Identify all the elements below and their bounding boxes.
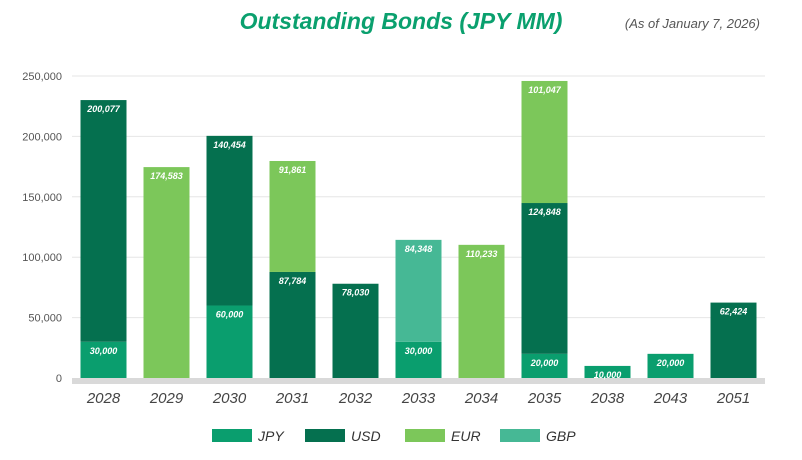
bar-usd-2032 [332, 283, 379, 378]
data-label: 87,784 [279, 276, 307, 286]
x-tick-label: 2030 [212, 390, 247, 407]
x-tick-label: 2051 [716, 390, 750, 407]
data-label: 60,000 [216, 310, 244, 320]
x-tick-label: 2029 [149, 390, 184, 407]
legend-swatch [305, 429, 345, 442]
legend-label: USD [351, 428, 381, 444]
legend-item-eur: EUR [405, 428, 481, 444]
data-labels: 30,000 200,077 174,583 60,000 140,454 87,784 9… [86, 85, 747, 380]
chart-title: Outstanding Bonds (JPY MM) [239, 8, 563, 34]
bar-eur-2029 [143, 167, 190, 378]
bar-usd-2028 [80, 100, 127, 342]
x-tick-label: 2043 [653, 390, 688, 407]
legend-swatch [500, 429, 540, 442]
y-tick-label: 250,000 [22, 71, 62, 83]
legend-swatch [212, 429, 252, 442]
x-tick-label: 2038 [590, 390, 625, 407]
y-tick-label: 100,000 [22, 252, 62, 264]
legend-item-usd: USD [305, 428, 381, 444]
data-label: 30,000 [90, 346, 118, 356]
bar-gbp-2033 [395, 239, 442, 342]
data-label: 101,047 [528, 85, 562, 95]
data-label: 124,848 [528, 207, 561, 217]
data-label: 140,454 [213, 140, 246, 150]
bar-jpy-2038 [584, 365, 631, 378]
bar-eur-2035 [521, 80, 568, 204]
bar-jpy-2035 [521, 353, 568, 378]
bar-jpy-2043 [647, 353, 694, 378]
x-axis-ticks: 2028 2029 2030 2031 2032 2033 2034 2035 2038 2043… [86, 390, 750, 407]
legend-swatch [405, 429, 445, 442]
legend-label: GBP [546, 428, 576, 444]
data-label: 174,583 [150, 171, 183, 181]
y-tick-label: 150,000 [22, 192, 62, 204]
x-tick-label: 2033 [401, 390, 436, 407]
legend-item-jpy: JPY [212, 428, 285, 444]
x-tick-label: 2031 [275, 390, 309, 407]
y-tick-label: 0 [56, 373, 62, 385]
bar-eur-2034 [458, 244, 505, 378]
bar-usd-2035 [521, 203, 568, 354]
data-label: 10,000 [594, 370, 622, 380]
data-label: 78,030 [342, 288, 370, 298]
data-label: 20,000 [530, 358, 559, 368]
bar-jpy-2033 [395, 341, 442, 378]
bar-eur-2031 [269, 160, 316, 272]
y-tick-label: 50,000 [28, 313, 62, 325]
x-tick-label: 2032 [338, 390, 373, 407]
bar-jpy-2030 [206, 305, 253, 378]
x-axis-line [72, 378, 765, 384]
data-label: 62,424 [720, 307, 748, 317]
data-label: 200,077 [86, 104, 121, 114]
legend-item-gbp: GBP [500, 428, 576, 444]
data-label: 84,348 [405, 244, 433, 254]
y-axis-ticks: 0 50,000 100,000 150,000 200,000 250,000 [22, 71, 62, 385]
legend-label: JPY [257, 428, 285, 444]
bar-usd-2051 [710, 302, 757, 378]
x-tick-label: 2035 [527, 390, 562, 407]
y-tick-label: 200,000 [22, 131, 62, 143]
data-label: 20,000 [656, 358, 685, 368]
bar-usd-2030 [206, 135, 253, 306]
bar-jpy-2028 [80, 341, 127, 378]
bar-usd-2031 [269, 271, 316, 378]
bars [80, 80, 757, 378]
legend-label: EUR [451, 428, 481, 444]
legend: JPY USD EUR GBP [212, 428, 576, 444]
x-tick-label: 2034 [464, 390, 498, 407]
data-label: 110,233 [466, 249, 498, 259]
as-of-date: (As of January 7, 2026) [624, 16, 760, 31]
data-label: 30,000 [405, 346, 433, 356]
data-label: 91,861 [279, 165, 307, 175]
x-tick-label: 2028 [86, 390, 121, 407]
